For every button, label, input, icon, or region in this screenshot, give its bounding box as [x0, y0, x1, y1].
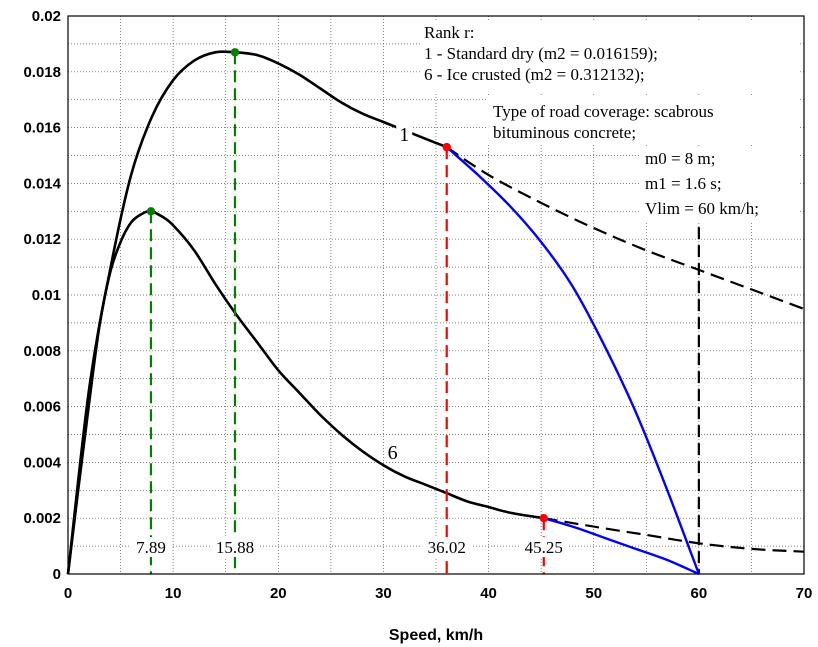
plot-frame	[67, 15, 805, 575]
annotation-background-bottom	[640, 146, 800, 222]
marker-label: 36.02	[428, 538, 466, 557]
marker-label-background	[130, 537, 172, 557]
annotation-line: m1 = 1.6 s;	[645, 174, 722, 193]
x-tick-label: 50	[585, 585, 602, 602]
marker-point	[146, 207, 156, 216]
y-tick-label: 0.018	[23, 64, 61, 81]
marker-label: 7.89	[136, 538, 166, 557]
x-axis-title: Speed, km/h	[389, 627, 483, 644]
curve-label: 6	[388, 442, 398, 464]
marker-label: 15.88	[216, 538, 254, 557]
annotation-line: 6 - Ice crusted (m2 = 0.312132);	[424, 65, 645, 84]
curves: 16	[66, 50, 805, 576]
annotation-background-top	[420, 20, 800, 93]
x-tick-label: 20	[270, 585, 287, 602]
series-6-dashed-line	[543, 517, 805, 553]
curve-label-background	[384, 441, 401, 462]
marker-label-background	[422, 537, 472, 557]
annotation-background-middle	[488, 96, 800, 144]
x-tick-label: 30	[375, 585, 392, 602]
annotation-line: bituminous concrete;	[493, 123, 636, 142]
x-tick-label: 0	[64, 585, 72, 602]
annotation-line: Vlim = 60 km/h;	[645, 199, 759, 218]
annotation-line: m0 = 8 m;	[645, 149, 716, 168]
x-tick-label: 10	[165, 585, 182, 602]
y-tick-label: 0.006	[23, 399, 61, 416]
marker-point	[442, 142, 451, 152]
series-1-line	[66, 50, 448, 575]
vertical-markers: 7.89 15.88 36.02 45.25	[130, 48, 569, 574]
y-tick-label: 0.012	[23, 231, 61, 248]
marker-point	[539, 514, 548, 523]
marker-label-background	[519, 537, 569, 557]
x-tick-label: 70	[796, 585, 813, 602]
curve-label: 1	[399, 124, 409, 146]
marker-label: 45.25	[525, 538, 563, 557]
annotation-line: Rank r:	[424, 23, 475, 42]
y-tick-label: 0.002	[23, 510, 61, 527]
series-1-dashed-line	[446, 146, 805, 310]
y-tick-label: 0.014	[23, 175, 61, 192]
annotation-line: 1 - Standard dry (m2 = 0.016159);	[424, 44, 658, 63]
curve-label-background	[396, 123, 413, 144]
y-tick-label: 0.008	[23, 343, 61, 360]
marker-label-background	[210, 537, 260, 557]
marker-point	[230, 48, 240, 57]
y-tick-label: 0.016	[23, 120, 61, 137]
y-tick-label: 0.004	[23, 454, 61, 471]
series-6-line	[66, 209, 545, 575]
limit-curve	[543, 517, 700, 576]
x-tick-label: 60	[691, 585, 708, 602]
y-tick-label: 0.02	[32, 8, 61, 25]
annotation-line: Type of road coverage: scabrous	[493, 102, 714, 121]
tick-labels: 0 10 20 30 40 50 60 70 0 0.002 0.004 0.006 0.008 0.01…	[23, 8, 812, 602]
y-tick-label: 0	[53, 566, 61, 583]
x-tick-label: 40	[480, 585, 497, 602]
y-tick-label: 0.01	[32, 287, 61, 304]
limit-curve	[445, 146, 701, 575]
annotation: Rank r: 1 - Standard dry (m2 = 0.016159);…	[420, 20, 800, 222]
